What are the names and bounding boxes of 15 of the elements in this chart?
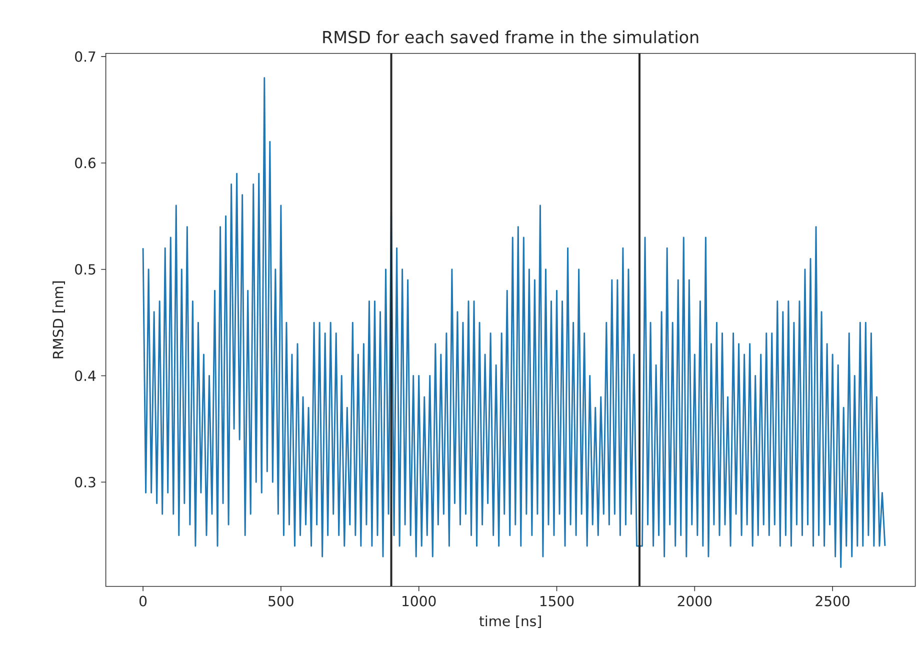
y-tick-label: 0.3 bbox=[75, 476, 96, 488]
x-axis-title: time [ns] bbox=[479, 616, 541, 628]
x-tick-label: 1000 bbox=[402, 596, 436, 606]
x-tick-label: 2000 bbox=[678, 596, 712, 606]
y-tick-label: 0.5 bbox=[75, 264, 96, 275]
x-tick-label: 1500 bbox=[540, 596, 574, 606]
x-tick-label: 2500 bbox=[816, 596, 850, 606]
line-series bbox=[142, 77, 886, 568]
y-axis-title: RMSD [nm] bbox=[52, 281, 65, 358]
x-tick-label: 500 bbox=[268, 596, 294, 606]
y-tick-label: 0.6 bbox=[75, 158, 96, 168]
chart-title: RMSD for each saved frame in the simulation bbox=[323, 30, 698, 44]
y-tick-label: 0.7 bbox=[75, 51, 96, 62]
y-tick-label: 0.4 bbox=[75, 370, 96, 382]
x-tick-label: 0 bbox=[140, 596, 147, 606]
